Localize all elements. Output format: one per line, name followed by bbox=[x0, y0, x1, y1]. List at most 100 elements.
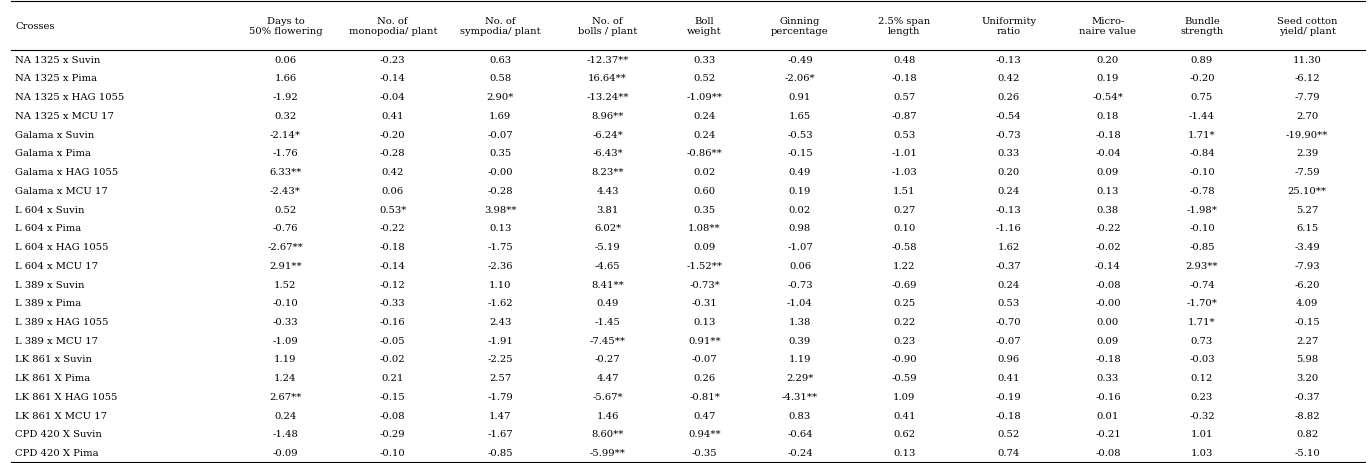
Text: -0.04: -0.04 bbox=[380, 93, 406, 102]
Text: 0.47: 0.47 bbox=[694, 411, 715, 420]
Text: 0.73: 0.73 bbox=[1190, 336, 1213, 345]
Text: -0.24: -0.24 bbox=[787, 448, 813, 457]
Text: 1.19: 1.19 bbox=[789, 355, 811, 364]
Text: -0.23: -0.23 bbox=[380, 56, 405, 64]
Text: 1.24: 1.24 bbox=[274, 374, 297, 382]
Text: -0.08: -0.08 bbox=[1096, 448, 1120, 457]
Text: 0.58: 0.58 bbox=[488, 74, 512, 83]
Text: -0.84: -0.84 bbox=[1189, 149, 1215, 158]
Text: 0.53: 0.53 bbox=[997, 299, 1021, 307]
Text: -1.98*: -1.98* bbox=[1186, 205, 1218, 214]
Text: -0.10: -0.10 bbox=[1189, 224, 1215, 233]
Text: L 389 x Pima: L 389 x Pima bbox=[15, 299, 81, 307]
Text: -0.15: -0.15 bbox=[1294, 317, 1320, 326]
Text: 0.06: 0.06 bbox=[789, 261, 811, 270]
Text: LK 861 X HAG 1055: LK 861 X HAG 1055 bbox=[15, 392, 118, 401]
Text: 1.66: 1.66 bbox=[275, 74, 297, 83]
Text: -6.24*: -6.24* bbox=[592, 130, 622, 139]
Text: 0.24: 0.24 bbox=[694, 130, 715, 139]
Text: -1.16: -1.16 bbox=[996, 224, 1022, 233]
Text: 1.51: 1.51 bbox=[893, 187, 915, 195]
Text: -6.43*: -6.43* bbox=[592, 149, 622, 158]
Text: -1.03: -1.03 bbox=[892, 168, 918, 177]
Text: -0.58: -0.58 bbox=[892, 243, 917, 251]
Text: -1.52**: -1.52** bbox=[687, 261, 722, 270]
Text: 0.13: 0.13 bbox=[893, 448, 915, 457]
Text: 2.29*: 2.29* bbox=[787, 374, 814, 382]
Text: -0.07: -0.07 bbox=[487, 130, 513, 139]
Text: 6.02*: 6.02* bbox=[594, 224, 621, 233]
Text: Galama x HAG 1055: Galama x HAG 1055 bbox=[15, 168, 118, 177]
Text: -0.00: -0.00 bbox=[1096, 299, 1120, 307]
Text: 5.27: 5.27 bbox=[1295, 205, 1319, 214]
Text: 16.64**: 16.64** bbox=[588, 74, 627, 83]
Text: 0.13: 0.13 bbox=[1097, 187, 1119, 195]
Text: -19.90**: -19.90** bbox=[1286, 130, 1328, 139]
Text: 0.49: 0.49 bbox=[596, 299, 618, 307]
Text: 0.52: 0.52 bbox=[997, 430, 1021, 438]
Text: -0.02: -0.02 bbox=[380, 355, 405, 364]
Text: -0.33: -0.33 bbox=[380, 299, 405, 307]
Text: -0.10: -0.10 bbox=[272, 299, 298, 307]
Text: -1.92: -1.92 bbox=[272, 93, 298, 102]
Text: 3.20: 3.20 bbox=[1295, 374, 1319, 382]
Text: -1.44: -1.44 bbox=[1189, 112, 1215, 120]
Text: 0.09: 0.09 bbox=[1097, 168, 1119, 177]
Text: L 604 x Suvin: L 604 x Suvin bbox=[15, 205, 85, 214]
Text: Bundle
strength: Bundle strength bbox=[1181, 17, 1223, 36]
Text: -0.35: -0.35 bbox=[692, 448, 717, 457]
Text: 4.47: 4.47 bbox=[596, 374, 618, 382]
Text: -5.99**: -5.99** bbox=[590, 448, 625, 457]
Text: -1.79: -1.79 bbox=[487, 392, 513, 401]
Text: -0.31: -0.31 bbox=[692, 299, 717, 307]
Text: -7.79: -7.79 bbox=[1294, 93, 1320, 102]
Text: 0.96: 0.96 bbox=[997, 355, 1021, 364]
Text: 0.57: 0.57 bbox=[893, 93, 915, 102]
Text: 0.89: 0.89 bbox=[1190, 56, 1213, 64]
Text: -0.22: -0.22 bbox=[380, 224, 405, 233]
Text: No. of
bolls / plant: No. of bolls / plant bbox=[577, 17, 637, 36]
Text: 6.33**: 6.33** bbox=[269, 168, 301, 177]
Text: -0.29: -0.29 bbox=[380, 430, 405, 438]
Text: 0.09: 0.09 bbox=[694, 243, 715, 251]
Text: -4.65: -4.65 bbox=[595, 261, 620, 270]
Text: -0.27: -0.27 bbox=[595, 355, 620, 364]
Text: 0.38: 0.38 bbox=[1097, 205, 1119, 214]
Text: 0.02: 0.02 bbox=[789, 205, 811, 214]
Text: 1.47: 1.47 bbox=[488, 411, 512, 420]
Text: 0.20: 0.20 bbox=[1097, 56, 1119, 64]
Text: -0.04: -0.04 bbox=[1096, 149, 1120, 158]
Text: 0.13: 0.13 bbox=[694, 317, 715, 326]
Text: -8.82: -8.82 bbox=[1294, 411, 1320, 420]
Text: -1.76: -1.76 bbox=[272, 149, 298, 158]
Text: 1.38: 1.38 bbox=[789, 317, 811, 326]
Text: 0.27: 0.27 bbox=[893, 205, 915, 214]
Text: -3.49: -3.49 bbox=[1294, 243, 1320, 251]
Text: 0.41: 0.41 bbox=[997, 374, 1021, 382]
Text: 0.12: 0.12 bbox=[1190, 374, 1213, 382]
Text: -1.09: -1.09 bbox=[272, 336, 298, 345]
Text: -0.73: -0.73 bbox=[787, 280, 813, 289]
Text: 0.33: 0.33 bbox=[694, 56, 715, 64]
Text: 2.43: 2.43 bbox=[488, 317, 512, 326]
Text: 0.98: 0.98 bbox=[789, 224, 811, 233]
Text: 2.91**: 2.91** bbox=[269, 261, 302, 270]
Text: -0.76: -0.76 bbox=[272, 224, 298, 233]
Text: 1.71*: 1.71* bbox=[1189, 130, 1216, 139]
Text: -0.16: -0.16 bbox=[380, 317, 405, 326]
Text: 11.30: 11.30 bbox=[1293, 56, 1321, 64]
Text: 1.69: 1.69 bbox=[488, 112, 512, 120]
Text: -0.81*: -0.81* bbox=[689, 392, 720, 401]
Text: L 604 x Pima: L 604 x Pima bbox=[15, 224, 81, 233]
Text: 0.26: 0.26 bbox=[694, 374, 715, 382]
Text: -0.14: -0.14 bbox=[1094, 261, 1120, 270]
Text: -2.43*: -2.43* bbox=[269, 187, 301, 195]
Text: 0.10: 0.10 bbox=[893, 224, 915, 233]
Text: 25.10**: 25.10** bbox=[1287, 187, 1327, 195]
Text: Crosses: Crosses bbox=[15, 22, 55, 31]
Text: -0.13: -0.13 bbox=[996, 205, 1022, 214]
Text: 0.91: 0.91 bbox=[789, 93, 811, 102]
Text: -0.14: -0.14 bbox=[380, 74, 406, 83]
Text: 0.94**: 0.94** bbox=[688, 430, 721, 438]
Text: -0.87: -0.87 bbox=[892, 112, 917, 120]
